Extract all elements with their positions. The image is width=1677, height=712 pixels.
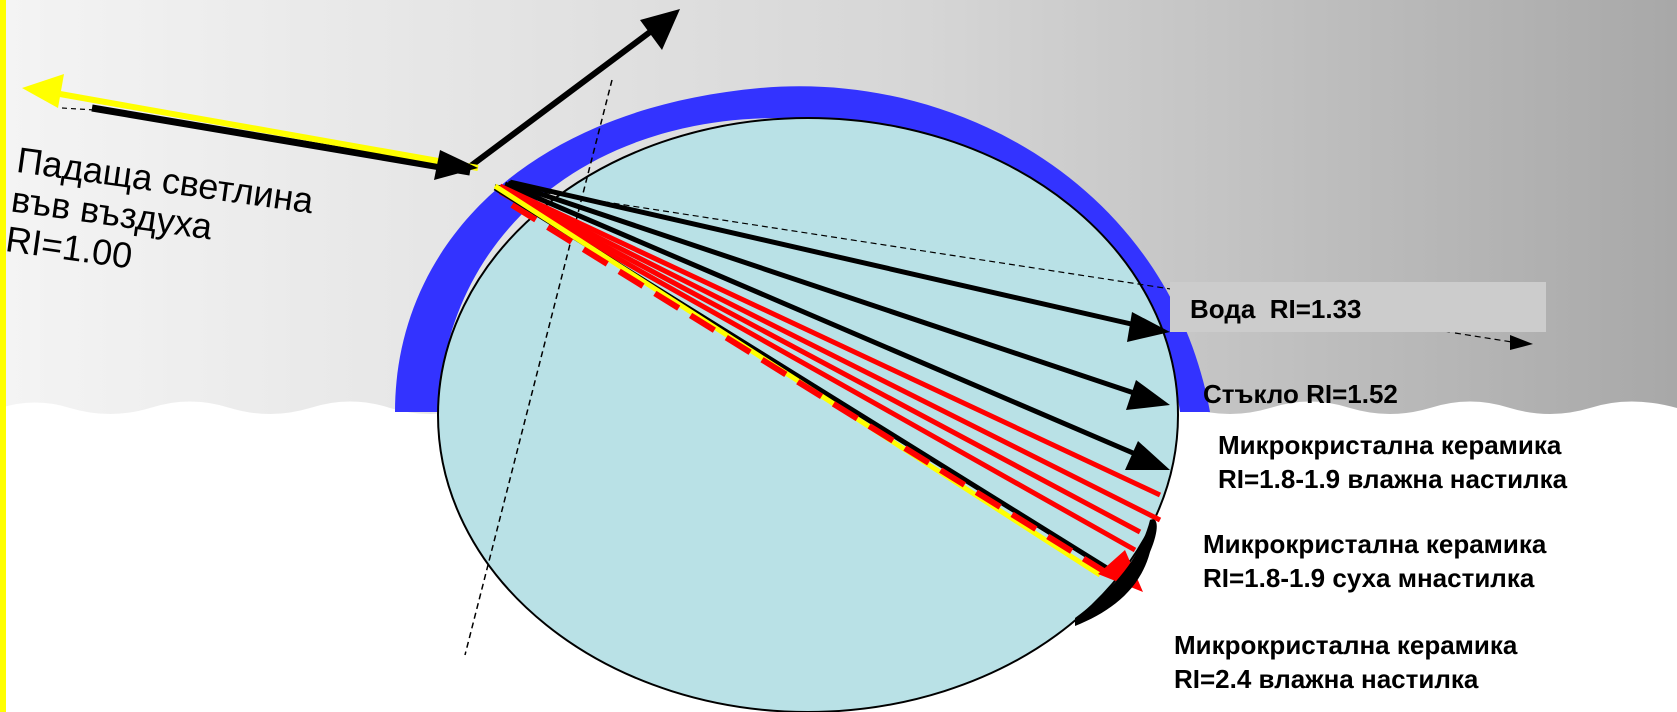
ray-glass-arrowhead [1126, 380, 1170, 410]
guide-arrowhead [1510, 335, 1533, 350]
normal-line [464, 79, 613, 656]
ceramic-dry-line-1: Микрокристална керамика [1203, 529, 1547, 559]
ray-water-arrowhead [1127, 312, 1170, 342]
glass-label: Стъкло RI=1.52 [1203, 379, 1398, 409]
incident-ray [59, 91, 479, 171]
reflected-ray [466, 29, 652, 171]
red-ray-2 [498, 185, 1162, 523]
ray-water [509, 179, 1141, 329]
incident-arrowhead-left [22, 74, 64, 108]
yellow-refracted [493, 183, 1102, 578]
red-ray-3 [498, 187, 1142, 535]
ceramic-24-line-1: Микрокристална керамика [1174, 630, 1518, 660]
ceramic-dry-line-2: RI=1.8-1.9 суха мнастилка [1203, 563, 1535, 593]
ceramic-dry-label: Микрокристална керамика RI=1.8-1.9 суха … [1203, 527, 1546, 595]
red-ray-4 [498, 189, 1137, 553]
incident-guide [61, 107, 96, 111]
ray-ceramic-wet [504, 181, 1141, 459]
ray-glass [507, 180, 1141, 398]
ceramic-wet-line-1: Микрокристална керамика [1218, 430, 1562, 460]
contact-patch [1075, 519, 1157, 626]
ray-ceramic-wet-arrowhead [1125, 441, 1170, 470]
red-dashed-ray [510, 202, 1117, 581]
water-label-box [1170, 282, 1546, 332]
ceramic-wet-line-2: RI=1.8-1.9 влажна настилка [1218, 464, 1568, 494]
left-edge-strip [0, 0, 6, 712]
reflected-arrowhead [640, 9, 680, 50]
incident-arrowhead-right [434, 150, 478, 180]
red-ray-1 [498, 183, 1162, 498]
incident-shadow [91, 104, 471, 176]
ceramic-wet-label: Микрокристална керамика RI=1.8-1.9 влажн… [1218, 428, 1567, 496]
ceramic-24-label: Микрокристална керамика RI=2.4 влажна на… [1174, 628, 1517, 696]
ceramic-24-line-2: RI=2.4 влажна настилка [1174, 664, 1479, 694]
water-label: Вода RI=1.33 [1190, 294, 1362, 324]
